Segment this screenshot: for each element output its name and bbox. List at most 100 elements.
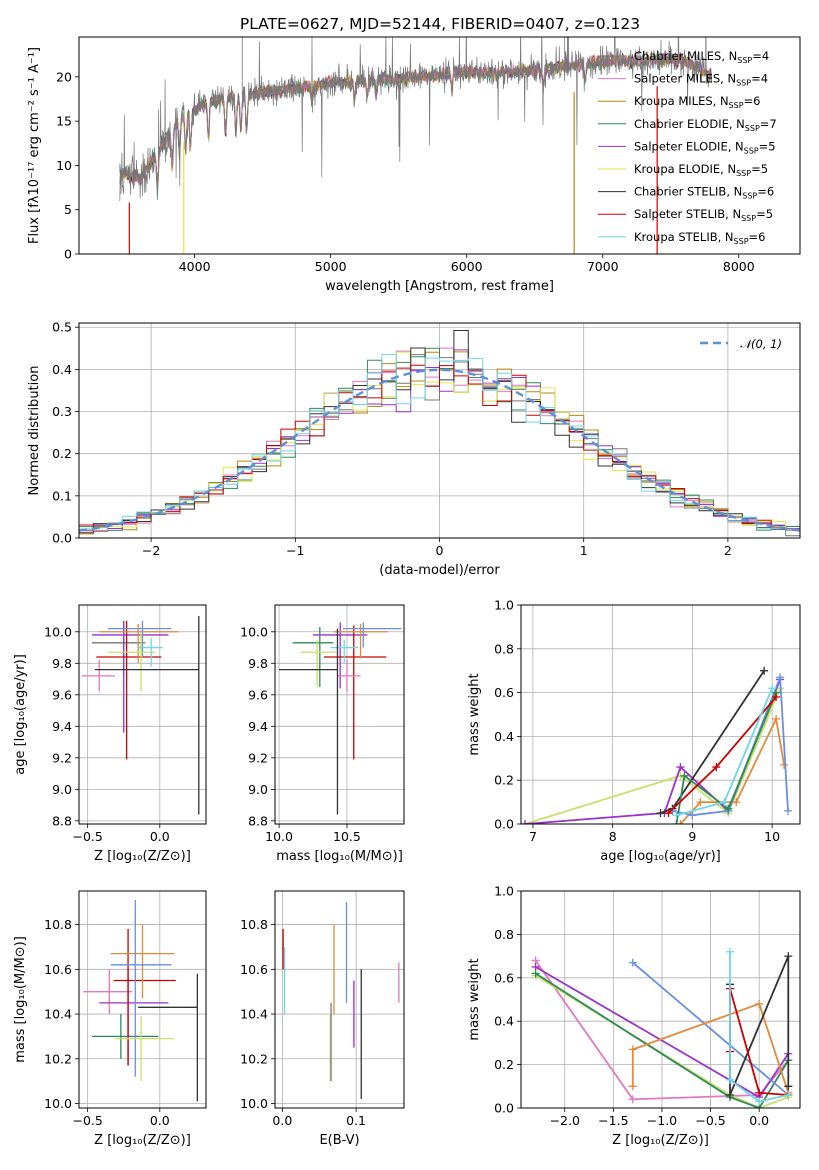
errorbar-point — [300, 639, 337, 687]
weight-marker — [784, 1090, 793, 1099]
x-tick-label: −0.5 — [72, 1113, 102, 1128]
y-axis-label: mass weight — [467, 673, 482, 755]
histogram-legend: 𝒩(0, 1) — [700, 337, 782, 351]
grid-6 — [275, 891, 404, 1108]
errorbar-point — [138, 638, 163, 667]
weight-series — [672, 688, 781, 824]
weight-marker — [772, 714, 781, 723]
weight-marker — [656, 809, 665, 818]
weight-marker — [755, 999, 764, 1008]
y-tick-label: 9.2 — [52, 750, 72, 765]
panel-2: −0.5 0.0 8.8 9.0 9.2 9.4 9.6 9.8 10.0 Z [log₁₀(Z/… — [13, 604, 207, 864]
legend-entry: Salpeter MILES, NSSP=4 — [634, 72, 768, 88]
weight-marker — [784, 806, 793, 815]
y-tick-label: 9.0 — [52, 782, 72, 797]
weight-marker — [696, 798, 705, 807]
y-tick-label: 5 — [64, 202, 72, 217]
weight-marker — [780, 760, 789, 769]
errorbar-point — [83, 969, 133, 1015]
y-tick-label: 0.3 — [52, 404, 72, 419]
y-tick-label: 9.0 — [248, 782, 268, 797]
x-axis-label: Z [log₁₀(Z/Z⊙)] — [94, 849, 191, 864]
weight-series — [726, 947, 793, 1106]
weight-marker — [628, 1045, 637, 1054]
y-tick-label: 1.0 — [494, 884, 514, 899]
x-tick-label: 8000 — [723, 259, 755, 274]
weight-line — [676, 687, 773, 817]
y-tick-label: 0.6 — [494, 685, 514, 700]
errorbar-point — [81, 660, 116, 692]
weight-marker — [688, 811, 697, 820]
weight-marker — [724, 804, 733, 813]
y-tick-label: 10.0 — [44, 1096, 72, 1111]
x-tick-label: 9 — [688, 829, 696, 844]
weight-marker — [531, 969, 540, 978]
x-tick-label: 10.0 — [265, 829, 293, 844]
errorbar-point — [330, 639, 358, 664]
y-axis-label: Flux [fλ10⁻¹⁷ erg cm⁻² s⁻¹ A⁻¹] — [27, 47, 42, 244]
errorbar-point — [113, 929, 176, 1066]
y-tick-label: 10.2 — [240, 1051, 268, 1066]
x-tick-label: 5000 — [315, 259, 347, 274]
x-tick-label: 0.1 — [346, 1113, 366, 1128]
weight-line — [729, 951, 789, 1103]
panel-7: −2.0 −1.5 −1.0 −0.5 0.0 0.0 0.2 0.4 0.6 0.8 1.0 Z [… — [467, 884, 801, 1148]
y-tick-label: 9.4 — [52, 719, 72, 734]
weight-line — [534, 959, 789, 1101]
panel-4: 7 8 9 10 0.0 0.2 0.4 0.6 0.8 1.0 age [log₁₀(age/yr… — [467, 598, 801, 864]
weight-marker — [768, 684, 777, 693]
errorbar-point — [94, 616, 200, 815]
x-tick-label: 2 — [724, 543, 732, 558]
weight-marker — [726, 1090, 735, 1099]
errorbar-point — [313, 622, 368, 689]
y-tick-label: 0.0 — [52, 531, 72, 546]
x-tick-label: 8 — [609, 829, 617, 844]
y-tick-label: 10.0 — [240, 1096, 268, 1111]
errorbar-point — [333, 623, 388, 659]
y-tick-label: 20 — [56, 69, 72, 84]
errorbar-point — [107, 620, 172, 657]
x-axis-label: E(B-V) — [319, 1133, 359, 1148]
errorbar-point — [138, 973, 198, 1102]
legend-entry: Kroupa STELIB, NSSP=6 — [634, 230, 765, 246]
weight-marker — [784, 952, 793, 961]
weight-marker — [726, 1075, 735, 1084]
x-tick-label: 0.0 — [150, 1113, 170, 1128]
weight-marker — [680, 771, 689, 780]
plot-area-2 — [79, 605, 206, 824]
x-tick-label: −1.5 — [598, 1113, 628, 1128]
x-tick-label: 1 — [580, 543, 588, 558]
x-tick-label: 0 — [436, 543, 444, 558]
plot-area-6 — [275, 891, 404, 1108]
errorbar-point — [91, 622, 146, 675]
weight-marker — [628, 1082, 637, 1091]
x-tick-label: 6000 — [451, 259, 483, 274]
y-tick-label: 0.4 — [52, 362, 72, 377]
y-tick-label: 9.8 — [52, 656, 72, 671]
y-tick-label: 0.5 — [52, 320, 72, 335]
weight-marker — [772, 692, 781, 701]
y-tick-label: 8.8 — [248, 813, 268, 828]
observed-spectrum-line — [119, 37, 712, 201]
x-axis-label: Z [log₁₀(Z/Z⊙)] — [612, 1133, 709, 1148]
y-tick-label: 10.8 — [240, 917, 268, 932]
weight-series — [668, 673, 793, 820]
errorbar-point — [110, 899, 172, 1077]
panel-3: 10.0 10.5 8.8 9.0 9.2 9.4 9.6 9.8 10.0 mass [log₁… — [240, 604, 405, 864]
weight-line — [632, 961, 789, 1096]
weight-marker — [755, 1088, 764, 1097]
y-tick-label: 0.0 — [494, 817, 514, 832]
axes-frame-4 — [520, 604, 801, 825]
y-axis-label: age [log₁₀(age/yr)] — [13, 654, 28, 775]
weight-line — [675, 692, 777, 824]
y-tick-label: 10.0 — [240, 624, 268, 639]
weight-series — [521, 684, 785, 824]
y-tick-label: 10.4 — [240, 1007, 268, 1022]
weight-line — [524, 687, 781, 824]
y-axis-label: mass weight — [467, 958, 482, 1040]
x-axis-label: (data-model)/error — [379, 563, 500, 578]
y-tick-label: 9.4 — [248, 719, 268, 734]
weight-series — [672, 684, 777, 820]
x-tick-label: 0.0 — [272, 1113, 292, 1128]
errorbar-point — [91, 1014, 159, 1059]
